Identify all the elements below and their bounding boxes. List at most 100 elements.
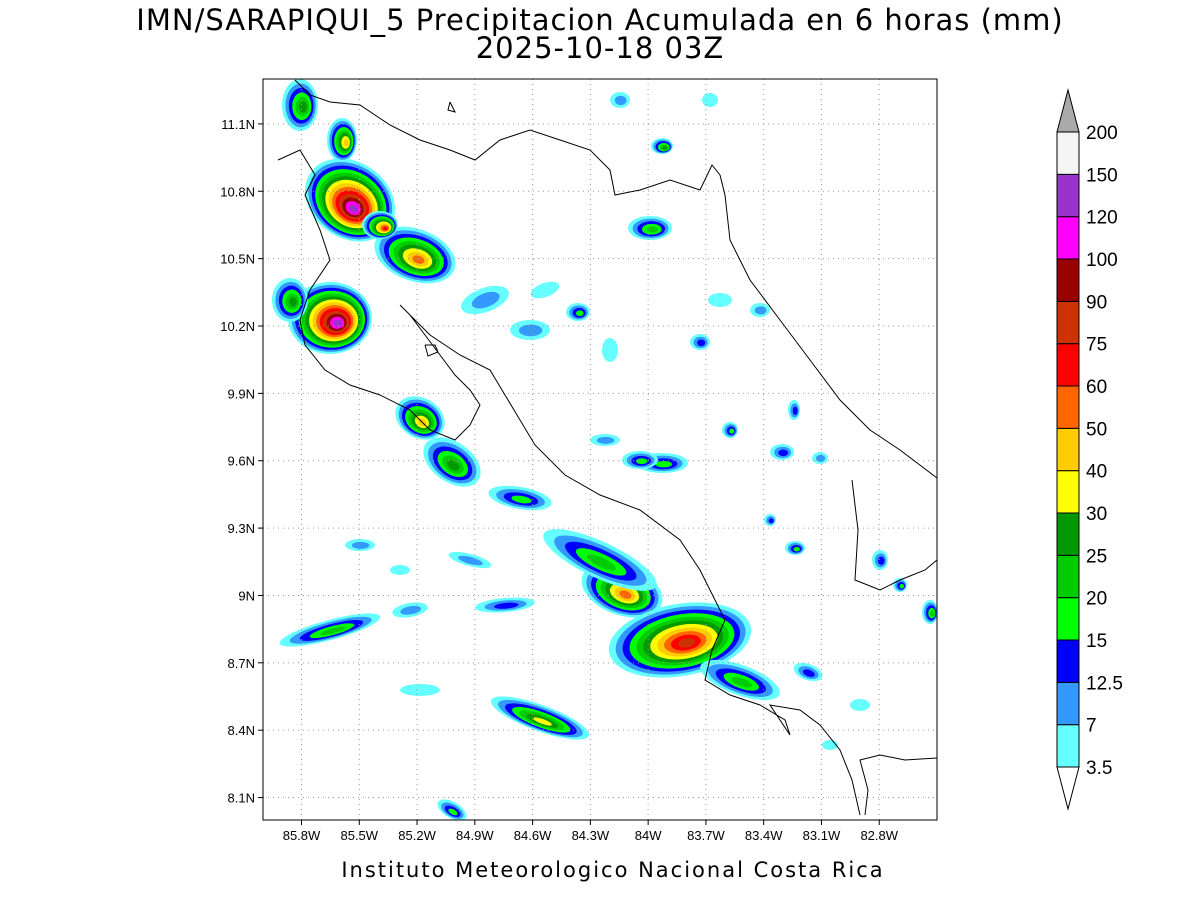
lat-tick-label: 8.1N [228,791,255,806]
precip-shade [447,459,460,471]
colorbar-box [1056,724,1080,768]
colorbar-label: 12.5 [1086,673,1123,694]
precip-shade [533,717,552,726]
precip-shade [493,602,519,609]
lon-tick-label: 84.3W [572,828,610,843]
colorbar-over [1056,88,1080,133]
lon-tick-label: 83.4W [745,828,783,843]
precip-shade [390,565,410,575]
colorbar-label: 50 [1086,419,1107,440]
coastline [277,79,937,816]
colorbar-label: 7 [1086,716,1097,737]
lon-tick-label: 84.6W [514,828,552,843]
lat-tick-label: 10.5N [220,252,255,267]
colorbar-box [1056,343,1080,387]
colorbar-label: 30 [1086,504,1107,525]
precip-shade [697,339,706,347]
precip-shade [289,297,297,307]
subtitle: 2025-10-18 03Z [476,31,725,65]
lon-tick-label: 82.8W [860,828,898,843]
precip-shade [349,204,358,213]
lat-tick-label: 10.2N [220,319,255,334]
coast-line [447,101,456,113]
colorbar-label: 60 [1086,377,1107,398]
lat-tick-label: 8.7N [228,656,255,671]
precip-shade [655,461,673,468]
precip-shade [662,146,668,150]
lat-tick-label: 10.8N [220,184,255,199]
precip-shade [530,281,560,299]
precip-shade [343,139,349,147]
colorbar-box [1056,470,1080,514]
colorbar-label: 200 [1086,123,1118,144]
colorbar-box [1056,597,1080,641]
precip-shade [778,449,789,457]
lat-tick-label: 9N [238,588,255,603]
precip-shade [351,541,370,549]
colorbar-label: 20 [1086,589,1107,610]
colorbar-box [1056,173,1080,218]
map-frame [262,78,938,821]
colorbar-label: 15 [1086,631,1107,652]
colorbar-box [1056,639,1080,683]
lat-tick-label: 9.9N [228,386,255,401]
colorbar-label: 25 [1086,546,1107,567]
lon-tick-label: 83.1W [803,828,841,843]
lat-tick-label: 9.3N [228,521,255,536]
precip-shade [793,546,800,552]
colorbar-box [1056,131,1080,175]
precip-shade [930,610,935,617]
coast-line [294,79,937,479]
precip-shade [877,556,885,565]
coast-line [859,754,937,816]
precip-shade [702,93,718,107]
colorbar-under [1056,766,1080,811]
colorbar-box [1056,385,1080,429]
precip-shade [448,808,458,816]
coast-line [277,149,861,816]
lon-tick-label: 84.9W [456,828,494,843]
precip-shade [646,226,659,233]
lon-tick-label: 84W [635,828,662,843]
precip-shade [602,338,618,362]
border-line [851,479,937,591]
precip-shade [511,495,532,504]
credit: Instituto Meteorologico Nacional Costa R… [341,858,884,882]
lat-tick-label: 9.6N [228,454,255,469]
precip-shade [400,605,422,615]
precip-shade [850,699,870,711]
lat-tick-label: 8.4N [228,723,255,738]
precip-shade [518,324,543,337]
colorbar-label: 3.5 [1086,758,1112,779]
precip-shade [677,638,696,648]
lat-tick-label: 11.1N [221,117,255,132]
precip-shade [400,684,440,696]
colorbar-box [1056,216,1080,260]
precip-shade [319,626,346,636]
precip-shade [731,677,753,688]
colorbar-label: 75 [1086,335,1107,356]
precip-shade [802,669,815,677]
precip-shade [575,310,584,317]
precip-shade [471,291,500,309]
precip-shade [815,454,826,462]
precip-shade [619,590,632,599]
precip-shade [708,293,732,307]
precip-shade [596,436,615,444]
plot-area [263,79,937,820]
colorbar-label: 90 [1086,292,1107,313]
lon-tick-label: 85.2W [398,828,436,843]
colorbar-box [1056,554,1080,599]
title: IMN/SARAPIQUI_5 Precipitacion Acumulada … [136,3,1063,37]
colorbar-box [1056,427,1080,472]
precip-shade [586,554,617,571]
precip-shade [458,555,483,566]
precip-shade [412,255,425,264]
precip-shade [899,583,905,589]
precip-shade [754,306,767,315]
lon-tick-label: 85.5W [340,828,378,843]
colorbar-box [1056,258,1080,302]
colorbar-label: 120 [1086,208,1118,229]
precip-shade [768,518,774,524]
